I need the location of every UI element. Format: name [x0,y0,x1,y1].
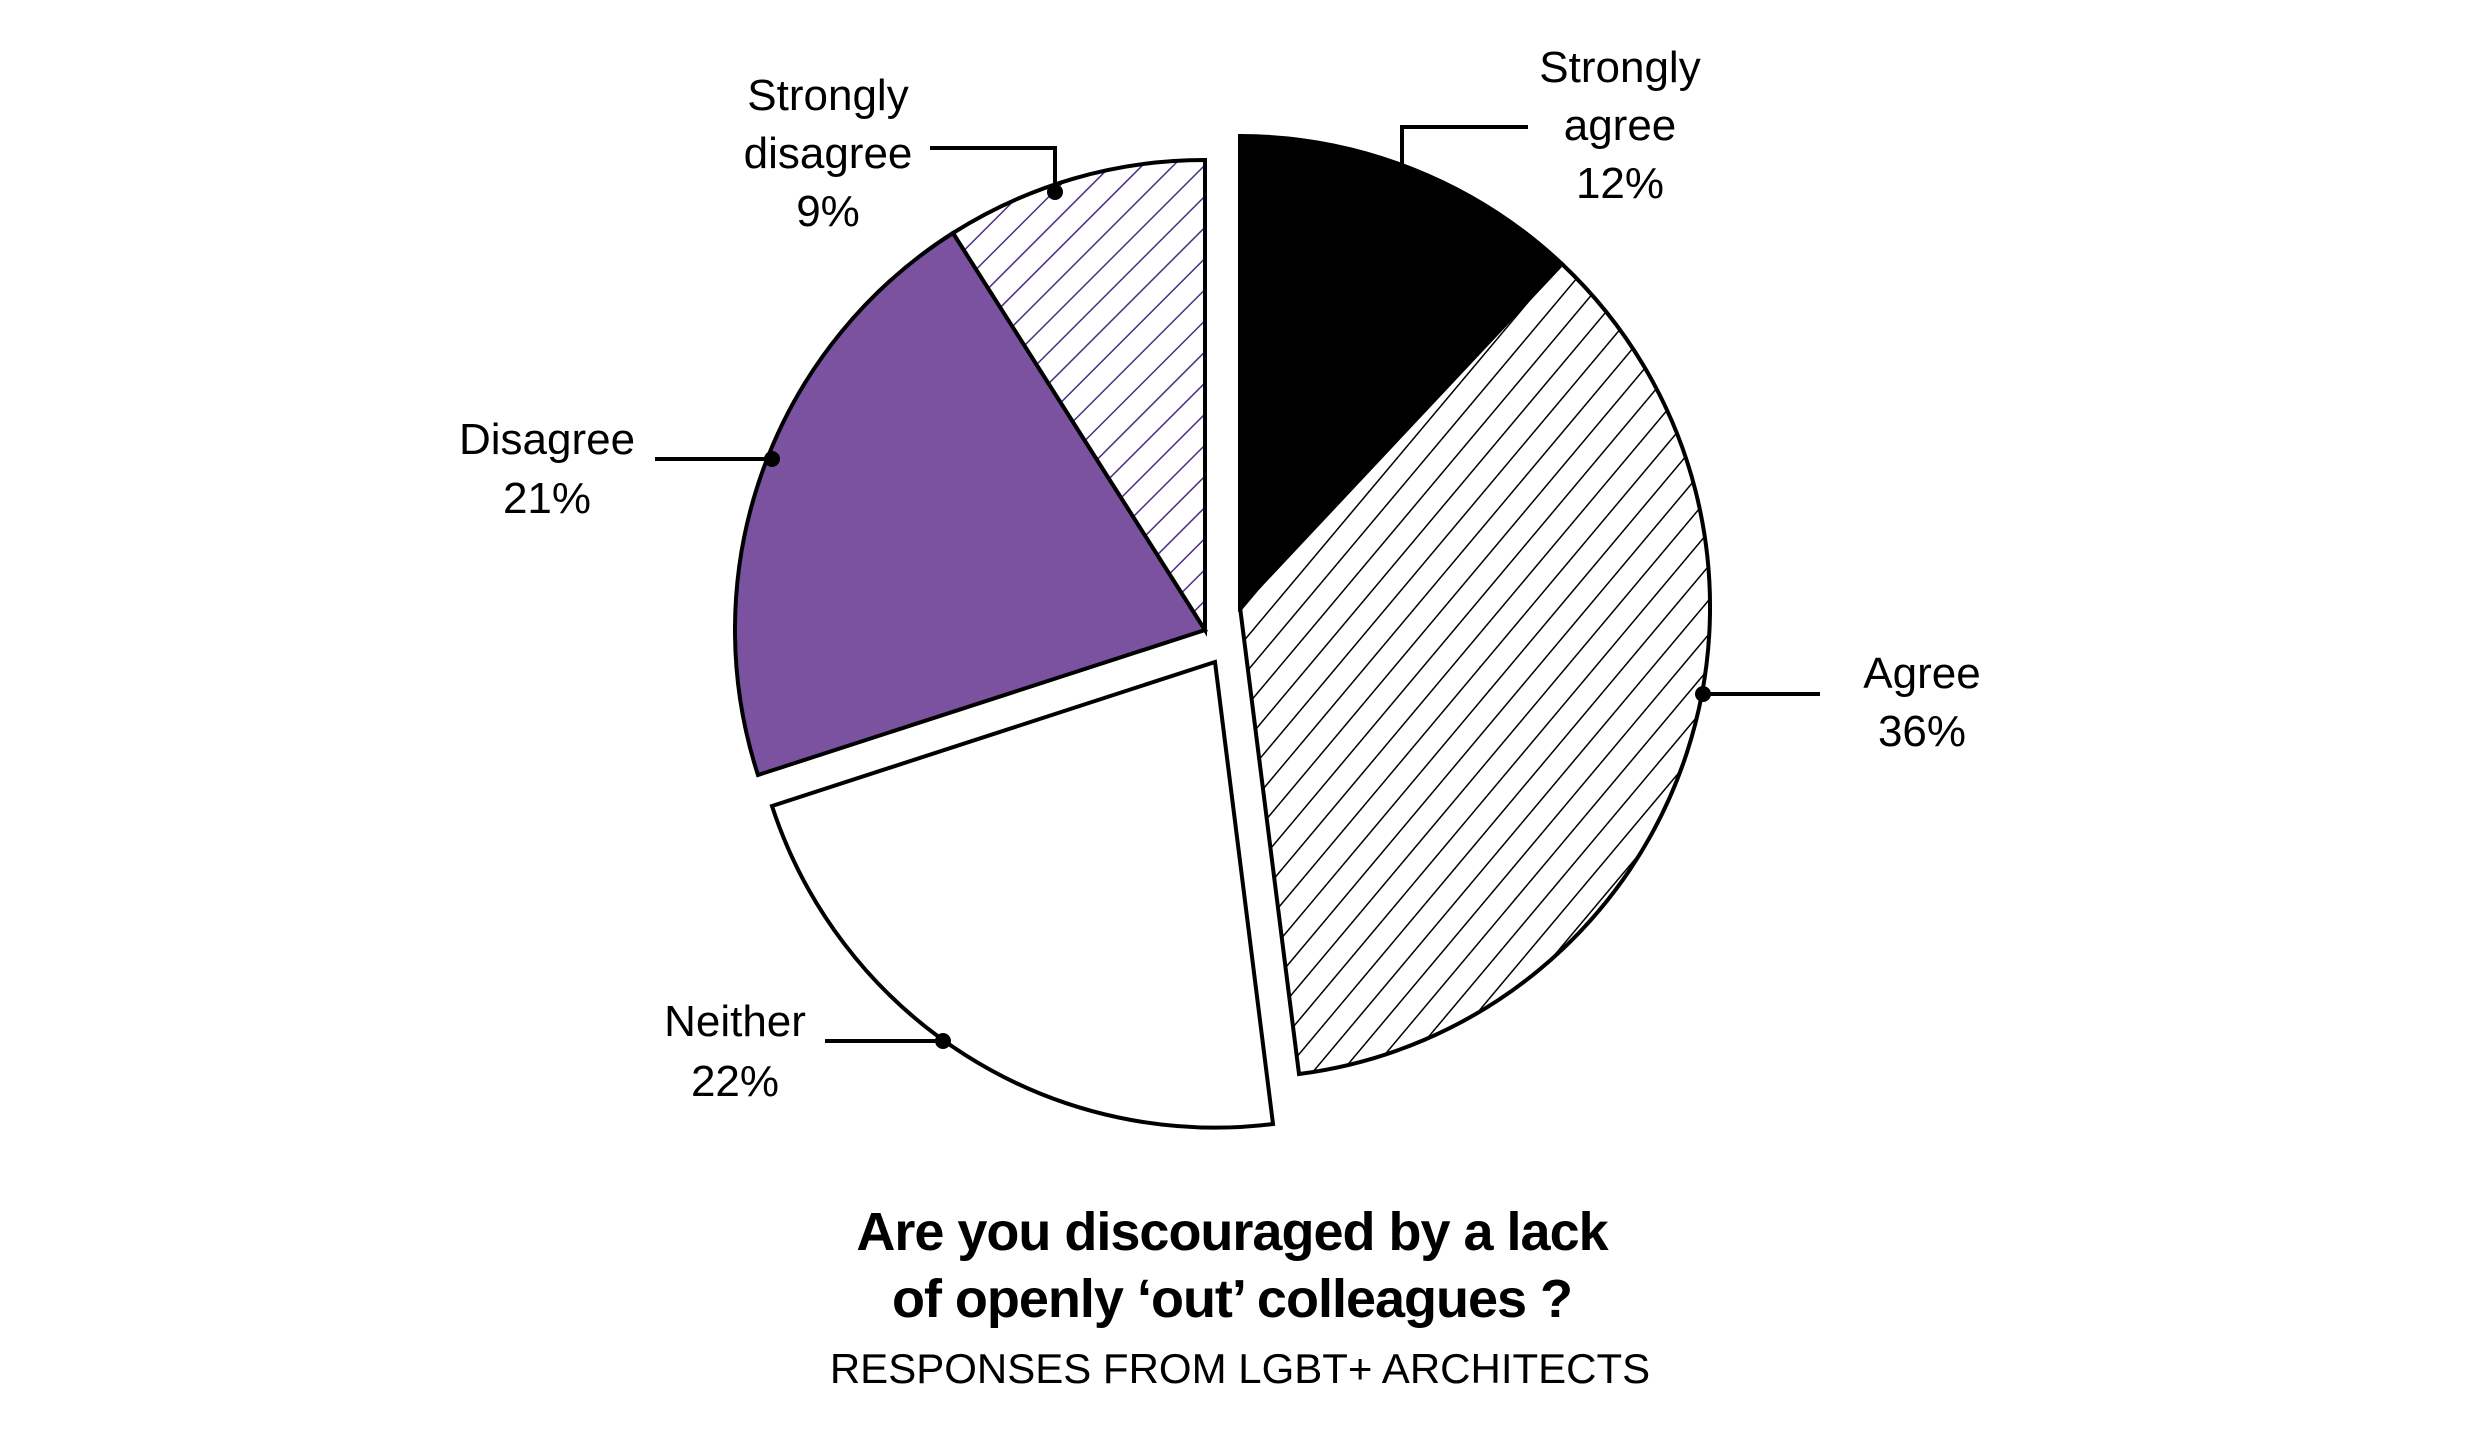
leader-lines [655,125,1820,1043]
label-text: Agree [1863,649,1980,698]
label-text: Neither [664,997,806,1046]
slice-neither [769,659,1276,1130]
label-strongly-agree: Strongly agree 12% [1539,43,1700,208]
label-disagree: Disagree 21% [459,415,635,523]
label-text: Strongly [747,71,908,120]
label-text: disagree [744,129,913,178]
chart-title-line2: of openly ‘out’ colleagues ? [892,1269,1572,1329]
label-pct: 9% [796,187,860,236]
leader-dots [764,184,1711,1049]
label-neither: Neither 22% [664,997,806,1106]
slice-strongly-agree [1238,133,1565,613]
slice-strongly-disagree [950,157,1207,637]
slice-agree [1237,261,1713,1077]
label-text: agree [1564,101,1677,150]
label-pct: 36% [1878,707,1966,756]
label-agree: Agree 36% [1863,649,1980,756]
leader-strongly-agree [1400,125,1528,167]
dot-strongly-disagree [1047,184,1063,200]
label-text: Disagree [459,415,635,464]
dot-disagree [764,451,780,467]
label-strongly-disagree: Strongly disagree 9% [744,71,913,236]
dot-agree [1695,686,1711,702]
label-pct: 12% [1576,159,1664,208]
dot-neither [935,1033,951,1049]
chart-title-line1: Are you discouraged by a lack [856,1202,1609,1262]
label-pct: 21% [503,474,591,523]
label-pct: 22% [691,1057,779,1106]
label-text: Strongly [1539,43,1700,92]
chart-caption: Are you discouraged by a lack of openly … [830,1202,1650,1392]
chart-subtitle: RESPONSES FROM LGBT+ ARCHITECTS [830,1345,1650,1392]
leader-strongly-disagree [930,146,1057,192]
slice-disagree [733,230,1209,778]
